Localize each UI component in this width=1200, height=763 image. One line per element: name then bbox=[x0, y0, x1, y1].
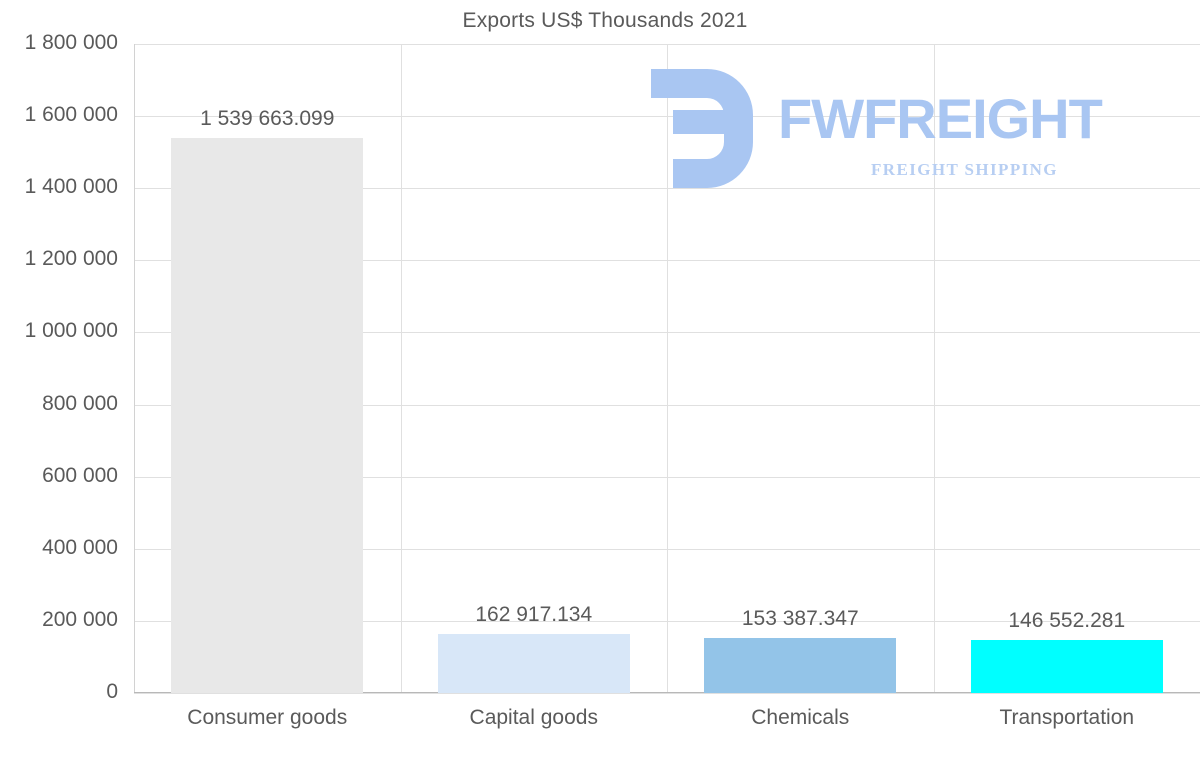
x-axis-line bbox=[134, 692, 1200, 693]
chart-title: Exports US$ Thousands 2021 bbox=[462, 9, 748, 32]
y-axis-tick-label: 0 bbox=[106, 680, 118, 703]
bar[interactable] bbox=[171, 137, 364, 693]
y-axis-tick-label: 600 000 bbox=[42, 463, 118, 487]
bar[interactable] bbox=[704, 637, 897, 693]
y-axis-line bbox=[134, 44, 135, 693]
y-axis-tick-label: 1 600 000 bbox=[24, 103, 118, 127]
bar[interactable] bbox=[970, 640, 1163, 693]
y-axis-tick-label: 200 000 bbox=[42, 607, 118, 631]
y-axis-tick-label: 400 000 bbox=[42, 535, 118, 559]
y-axis-tick-label: 800 000 bbox=[42, 391, 118, 415]
bar-value-label: 146 552.281 bbox=[1008, 609, 1126, 633]
y-axis-tick-label: 1 200 000 bbox=[24, 247, 118, 271]
bar-value-label: 153 387.347 bbox=[741, 606, 859, 630]
gridline-horizontal bbox=[134, 693, 1200, 694]
bar-value-label: 162 917.134 bbox=[475, 603, 593, 627]
y-axis-tick-label: 1 400 000 bbox=[24, 175, 118, 199]
x-axis-tick-label: Chemicals bbox=[751, 706, 850, 729]
x-axis-tick-label: Capital goods bbox=[469, 706, 598, 729]
gridline-vertical bbox=[667, 44, 668, 693]
bar[interactable] bbox=[437, 634, 630, 693]
gridline-vertical bbox=[401, 44, 402, 693]
x-axis-tick-label: Transportation bbox=[999, 706, 1135, 729]
x-axis-tick-label: Consumer goods bbox=[187, 706, 348, 729]
bar-value-label: 1 539 663.099 bbox=[200, 106, 335, 130]
plot-area bbox=[134, 44, 1200, 694]
gridline-vertical bbox=[934, 44, 935, 693]
y-axis-tick-label: 1 000 000 bbox=[24, 319, 118, 343]
y-axis-tick-label: 1 800 000 bbox=[24, 31, 118, 54]
